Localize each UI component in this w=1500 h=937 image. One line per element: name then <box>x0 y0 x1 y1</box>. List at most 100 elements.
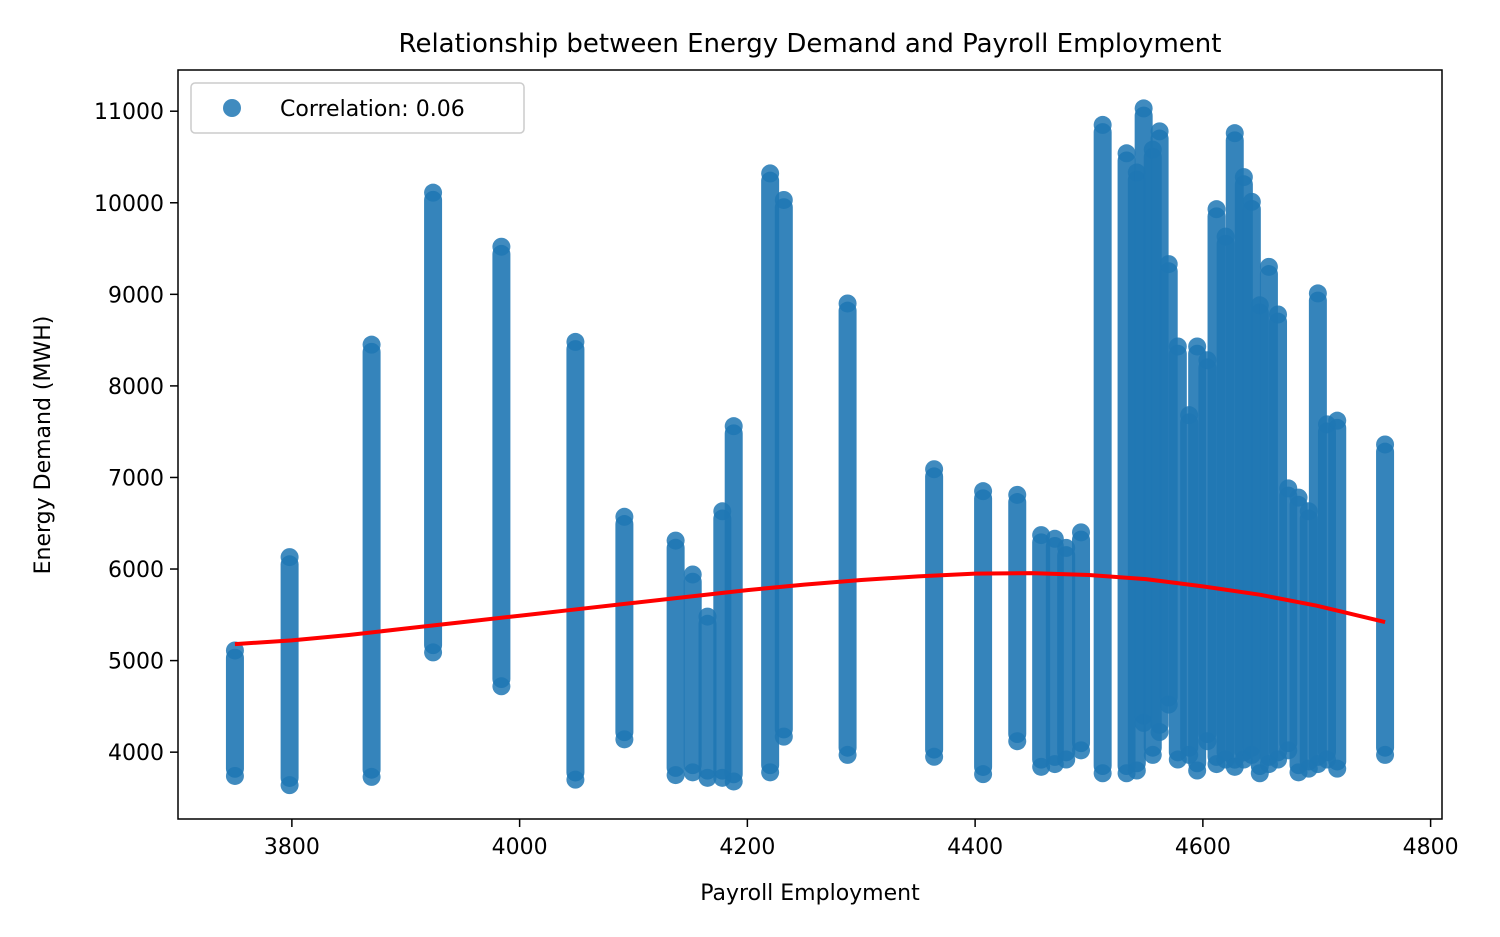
scatter-point <box>280 548 299 567</box>
scatter-point <box>666 531 685 550</box>
x-tick-label: 4200 <box>719 835 775 860</box>
scatter-point-band <box>838 301 857 757</box>
scatter-point <box>838 294 857 313</box>
scatter-point <box>1188 761 1207 780</box>
y-tick-label: 11000 <box>94 100 164 125</box>
scatter-point-band <box>774 198 793 739</box>
scatter-point <box>1328 411 1347 430</box>
scatter-point-band <box>974 489 993 776</box>
scatter-point <box>1008 485 1027 504</box>
scatter-point <box>1376 745 1395 764</box>
scatter-point-band <box>1093 123 1112 776</box>
scatter-point <box>362 767 381 786</box>
scatter-point-band <box>1072 530 1091 753</box>
y-tick-label: 6000 <box>108 558 164 583</box>
scatter-point <box>666 766 685 785</box>
scatter-point <box>1093 115 1112 134</box>
chart-title: Relationship between Energy Demand and P… <box>399 29 1222 59</box>
scatter-point <box>925 747 944 766</box>
scatter-point <box>1134 99 1153 118</box>
scatter-point-band <box>1328 418 1347 771</box>
scatter-point <box>1308 284 1327 303</box>
y-axis: 4000 5000 6000 7000 8000 9000 10000 11000 <box>94 100 178 766</box>
scatter-point-band <box>424 190 443 655</box>
y-tick-label: 5000 <box>108 650 164 675</box>
scatter-point <box>774 727 793 746</box>
scatter-point <box>1376 435 1395 454</box>
x-tick-label: 4800 <box>1403 835 1459 860</box>
legend-marker <box>223 99 241 117</box>
scatter-point <box>1032 757 1051 776</box>
y-axis-title: Energy Demand (MWH) <box>31 316 56 575</box>
trend-line <box>234 571 1386 647</box>
scatter-point <box>615 507 634 526</box>
scatter-point-band <box>698 614 717 780</box>
legend-label: Correlation: 0.06 <box>280 97 465 122</box>
x-axis: 3800 4000 4200 4400 4600 4800 <box>264 819 1459 860</box>
scatter-point <box>724 772 743 791</box>
scatter-point <box>683 565 702 584</box>
scatter-point-band <box>1032 533 1051 769</box>
plot-area <box>225 99 1395 795</box>
scatter-point <box>698 768 717 787</box>
scatter-point <box>424 643 443 662</box>
x-tick-label: 4000 <box>492 835 548 860</box>
scatter-point <box>1032 526 1051 545</box>
y-tick-label: 4000 <box>108 741 164 766</box>
scatter-point <box>974 482 993 501</box>
scatter-point <box>1057 538 1076 557</box>
scatter-point-band <box>615 515 634 742</box>
scatter-point <box>683 763 702 782</box>
scatter-point <box>1117 144 1136 163</box>
scatter-point <box>974 765 993 784</box>
scatter-point <box>1159 255 1178 274</box>
x-tick-label: 3800 <box>264 835 320 860</box>
scatter-point-band <box>683 572 702 775</box>
scatter-point <box>1008 732 1027 751</box>
scatter-point <box>1269 305 1288 324</box>
x-tick-label: 4600 <box>1175 835 1231 860</box>
scatter-point <box>1072 741 1091 760</box>
scatter-point <box>1072 523 1091 542</box>
scatter-point <box>1127 761 1146 780</box>
scatter-point <box>225 641 244 660</box>
scatter-point <box>761 164 780 183</box>
x-tick-label: 4400 <box>947 835 1003 860</box>
scatter-point <box>492 237 511 256</box>
scatter-point <box>1234 168 1253 187</box>
scatter-point-band <box>925 467 944 759</box>
y-tick-label: 7000 <box>108 466 164 491</box>
scatter-point <box>280 776 299 795</box>
scatter-point-band <box>761 171 780 775</box>
scatter-point <box>1093 764 1112 783</box>
scatter-point <box>615 730 634 749</box>
y-tick-label: 10000 <box>94 192 164 217</box>
scatter-point-band <box>492 244 511 689</box>
scatter-point <box>1143 745 1162 764</box>
scatter-point <box>492 677 511 696</box>
scatter-point <box>1259 257 1278 276</box>
scatter-point <box>1150 122 1169 141</box>
scatter-point <box>1289 488 1308 507</box>
scatter-point <box>838 745 857 764</box>
scatter-point <box>925 460 944 479</box>
scatter-point <box>424 183 443 202</box>
y-tick-label: 8000 <box>108 375 164 400</box>
scatter-point-band <box>362 342 381 779</box>
scatter-point <box>362 335 381 354</box>
y-tick-label: 9000 <box>108 283 164 308</box>
scatter-point-band <box>225 648 244 778</box>
scatter-point-band <box>1057 546 1076 762</box>
scatter-point <box>1057 750 1076 769</box>
scatter-point <box>774 190 793 209</box>
scatter-point-band <box>666 538 685 777</box>
scatter-point <box>1150 723 1169 742</box>
scatter-point-band <box>1008 493 1027 744</box>
scatter-point <box>566 770 585 789</box>
scatter-point <box>1328 759 1347 778</box>
scatter-point <box>1225 124 1244 143</box>
legend: Correlation: 0.06 <box>190 82 525 134</box>
scatter-point <box>761 763 780 782</box>
scatter-point <box>1242 192 1261 211</box>
